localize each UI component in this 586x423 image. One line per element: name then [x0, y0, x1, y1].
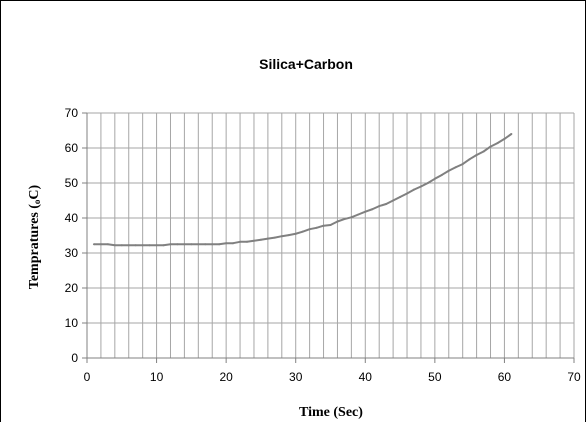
- data-point: [141, 244, 144, 247]
- data-point: [392, 199, 395, 202]
- data-point: [232, 242, 235, 245]
- x-tick-label: 60: [498, 370, 512, 384]
- data-point: [301, 230, 304, 233]
- data-point: [106, 243, 109, 246]
- data-point: [378, 205, 381, 208]
- x-axis-label: Time (Sec): [299, 405, 363, 420]
- data-point: [134, 244, 137, 247]
- data-point: [280, 235, 283, 238]
- data-point: [482, 150, 485, 153]
- x-tick-label: 10: [150, 370, 164, 384]
- data-point: [113, 244, 116, 247]
- data-point: [503, 137, 506, 140]
- y-axis-label-superscript: o: [32, 199, 42, 204]
- data-point: [99, 243, 102, 246]
- data-point: [148, 244, 151, 247]
- data-point: [287, 234, 290, 237]
- y-tick-label: 70: [65, 106, 79, 120]
- data-point: [433, 177, 436, 180]
- data-point: [239, 240, 242, 243]
- data-point: [426, 182, 429, 184]
- y-tick-label: 60: [65, 141, 79, 155]
- data-point: [496, 142, 499, 145]
- data-point: [364, 210, 367, 213]
- y-tick-label: 40: [65, 211, 79, 225]
- data-point: [204, 243, 207, 246]
- data-point: [350, 216, 353, 219]
- data-point: [454, 166, 457, 169]
- y-tick-label: 20: [65, 281, 79, 295]
- data-point: [336, 220, 339, 223]
- y-axis-label-part: Tempratures (: [27, 204, 42, 290]
- data-point: [440, 173, 443, 176]
- data-point: [461, 163, 464, 166]
- data-point: [475, 154, 478, 156]
- data-point: [447, 169, 450, 172]
- data-point: [266, 237, 269, 240]
- data-point: [322, 224, 325, 227]
- data-point: [468, 158, 471, 161]
- data-point: [155, 244, 158, 247]
- data-point: [218, 243, 221, 246]
- data-point: [315, 226, 318, 229]
- data-point: [92, 243, 95, 246]
- data-point: [412, 188, 415, 191]
- y-axis-label: Tempratures (oC): [27, 184, 42, 289]
- x-tick-label: 20: [219, 370, 233, 384]
- data-point: [294, 232, 297, 235]
- data-point: [343, 218, 346, 221]
- y-tick-label: 30: [65, 246, 79, 260]
- data-point: [246, 240, 249, 243]
- x-tick-label: 50: [428, 370, 442, 384]
- data-point: [399, 196, 402, 198]
- data-point: [371, 208, 374, 211]
- data-point: [489, 145, 492, 148]
- data-point: [190, 243, 193, 246]
- data-point: [273, 236, 276, 239]
- data-point: [127, 244, 130, 247]
- data-point: [385, 203, 388, 205]
- data-point: [197, 243, 200, 246]
- data-point: [510, 133, 513, 135]
- data-point: [419, 185, 422, 188]
- data-point: [120, 244, 123, 247]
- x-tick-label: 70: [567, 370, 581, 384]
- data-point: [162, 244, 165, 247]
- chart-title: Silica+Carbon: [259, 56, 353, 72]
- data-point: [329, 224, 332, 226]
- x-tick-label: 0: [84, 370, 91, 384]
- data-point: [183, 243, 186, 246]
- data-point: [211, 243, 214, 246]
- data-point: [308, 228, 311, 231]
- y-axis-label-part: C): [27, 184, 42, 199]
- y-tick-label: 0: [71, 351, 78, 365]
- y-tick-label: 50: [65, 176, 79, 190]
- x-tick-label: 30: [289, 370, 303, 384]
- data-point: [259, 238, 262, 241]
- data-point: [225, 242, 228, 245]
- data-point: [252, 239, 255, 242]
- y-tick-label: 10: [65, 316, 79, 330]
- data-point: [169, 243, 172, 246]
- x-tick-label: 40: [359, 370, 373, 384]
- data-point: [406, 192, 409, 195]
- data-point: [176, 243, 179, 246]
- data-point: [357, 213, 360, 216]
